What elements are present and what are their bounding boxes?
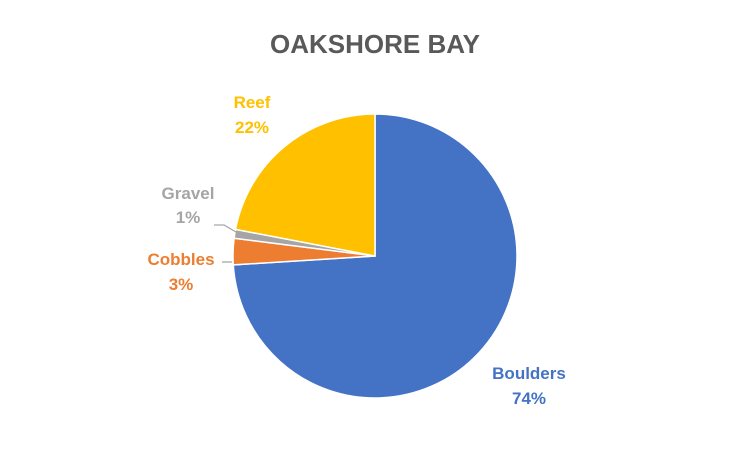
leader-line-gravel <box>214 224 237 233</box>
slice-percent-gravel: 1% <box>176 208 201 227</box>
leader-lines <box>214 224 237 263</box>
slice-label-cobbles: Cobbles <box>147 250 214 269</box>
slice-label-gravel: Gravel <box>162 184 215 203</box>
slice-percent-boulders: 74% <box>512 389 546 408</box>
pie-slice-reef <box>234 113 376 257</box>
slice-percent-reef: 22% <box>235 118 269 137</box>
pie-slices <box>232 113 518 399</box>
slice-percent-cobbles: 3% <box>169 275 194 294</box>
chart-title: OAKSHORE BAY <box>270 29 480 59</box>
slice-label-boulders: Boulders <box>492 364 566 383</box>
slice-labels: Boulders 74% Cobbles 3% Gravel 1% Reef 22% <box>147 93 565 408</box>
slice-label-reef: Reef <box>234 93 271 112</box>
